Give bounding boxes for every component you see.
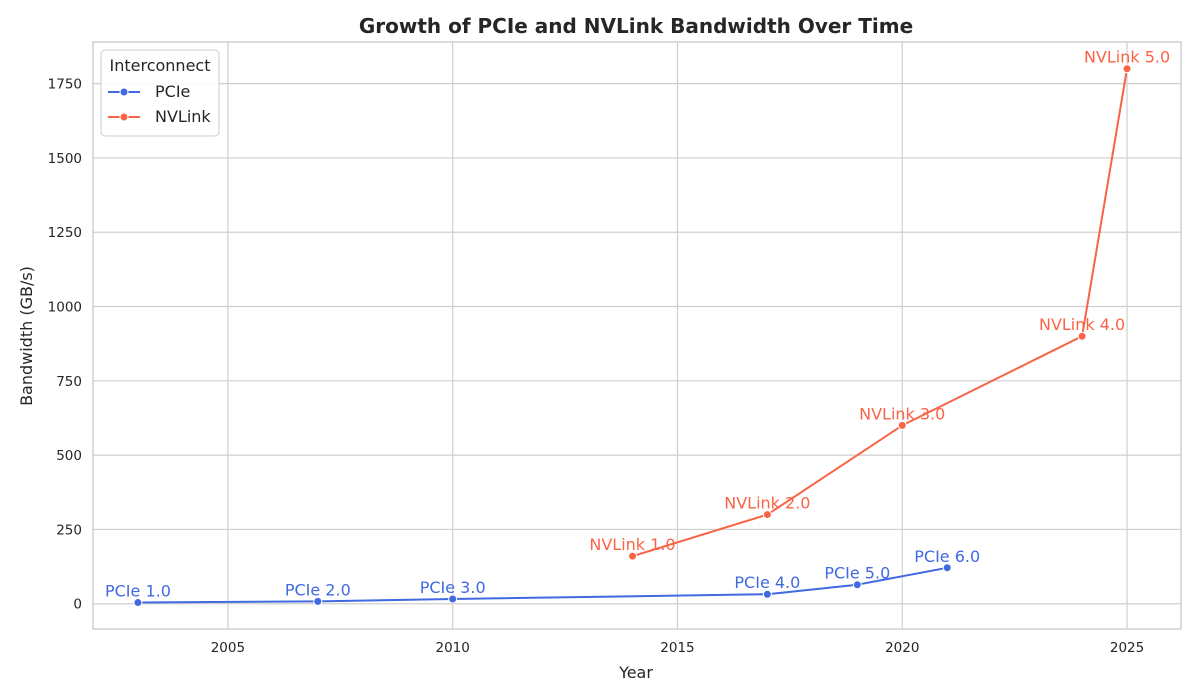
y-tick-label: 750 bbox=[56, 374, 82, 390]
nvlink-point-label: NVLink 2.0 bbox=[724, 494, 810, 513]
legend-box bbox=[100, 49, 220, 137]
tick-labels: 2005 2010 2015 2020 2025 0 250 500 750 1000 1250 15… bbox=[48, 77, 1145, 656]
x-tick-label: 2005 bbox=[211, 640, 245, 656]
nvlink-point-label: NVLink 1.0 bbox=[589, 535, 675, 554]
pcie-point-label: PCIe 2.0 bbox=[285, 580, 351, 599]
pcie-point-label: PCIe 1.0 bbox=[105, 582, 171, 601]
x-tick-label: 2020 bbox=[885, 640, 919, 656]
x-tick-label: 2010 bbox=[435, 640, 469, 656]
y-tick-label: 1250 bbox=[48, 225, 82, 241]
nvlink-point-label: NVLink 3.0 bbox=[859, 404, 945, 423]
gridlines bbox=[93, 42, 1181, 629]
pcie-point bbox=[762, 589, 772, 599]
pcie-line bbox=[137, 566, 948, 604]
pcie-point-label: PCIe 4.0 bbox=[734, 573, 800, 592]
pcie-point-label: PCIe 6.0 bbox=[914, 547, 980, 566]
pcie-point bbox=[852, 580, 862, 590]
pcie-point bbox=[942, 563, 952, 573]
legend-label: NVLink bbox=[155, 107, 211, 126]
y-axis-label: Bandwidth (GB/s) bbox=[17, 266, 36, 406]
x-tick-label: 2015 bbox=[660, 640, 694, 656]
pcie-point bbox=[448, 594, 458, 604]
nvlink-point-label: NVLink 4.0 bbox=[1039, 315, 1125, 334]
y-tick-label: 1750 bbox=[48, 77, 82, 93]
pcie-point-label: PCIe 3.0 bbox=[420, 578, 486, 597]
y-tick-label: 1000 bbox=[48, 300, 82, 316]
series-nvlink bbox=[628, 64, 1132, 561]
x-tick-label: 2025 bbox=[1110, 640, 1144, 656]
pcie-point-label: PCIe 5.0 bbox=[824, 564, 890, 583]
nvlink-point bbox=[897, 420, 907, 430]
series-pcie bbox=[133, 563, 952, 608]
y-tick-label: 0 bbox=[73, 597, 82, 613]
legend-items: PCIe NVLink bbox=[108, 82, 211, 126]
y-tick-label: 1500 bbox=[48, 151, 82, 167]
legend-marker bbox=[119, 112, 129, 122]
nvlink-point-label: NVLink 5.0 bbox=[1084, 48, 1170, 67]
legend-item-nvlink: NVLink bbox=[108, 107, 211, 126]
plot-frame bbox=[92, 41, 1182, 630]
plot-series bbox=[133, 64, 1132, 608]
y-tick-label: 500 bbox=[56, 448, 82, 464]
x-axis-label: Year bbox=[618, 663, 653, 682]
legend: Interconnect PCIe NVLink bbox=[100, 49, 220, 137]
nvlink-point bbox=[762, 510, 772, 520]
point-annotations: PCIe 1.0 PCIe 2.0 PCIe 3.0 PCIe 4.0 PCIe 5.0… bbox=[105, 48, 1170, 601]
nvlink-point bbox=[1077, 331, 1087, 341]
legend-label: PCIe bbox=[155, 82, 190, 101]
legend-marker bbox=[119, 87, 129, 97]
pcie-point bbox=[313, 596, 323, 606]
legend-item-pcie: PCIe bbox=[108, 82, 190, 101]
nvlink-point bbox=[628, 551, 638, 561]
pcie-point bbox=[133, 598, 143, 608]
legend-title: Interconnect bbox=[110, 56, 211, 75]
nvlink-point bbox=[1122, 64, 1132, 74]
y-tick-label: 250 bbox=[56, 522, 82, 538]
chart-title: Growth of PCIe and NVLink Bandwidth Over… bbox=[359, 14, 913, 38]
